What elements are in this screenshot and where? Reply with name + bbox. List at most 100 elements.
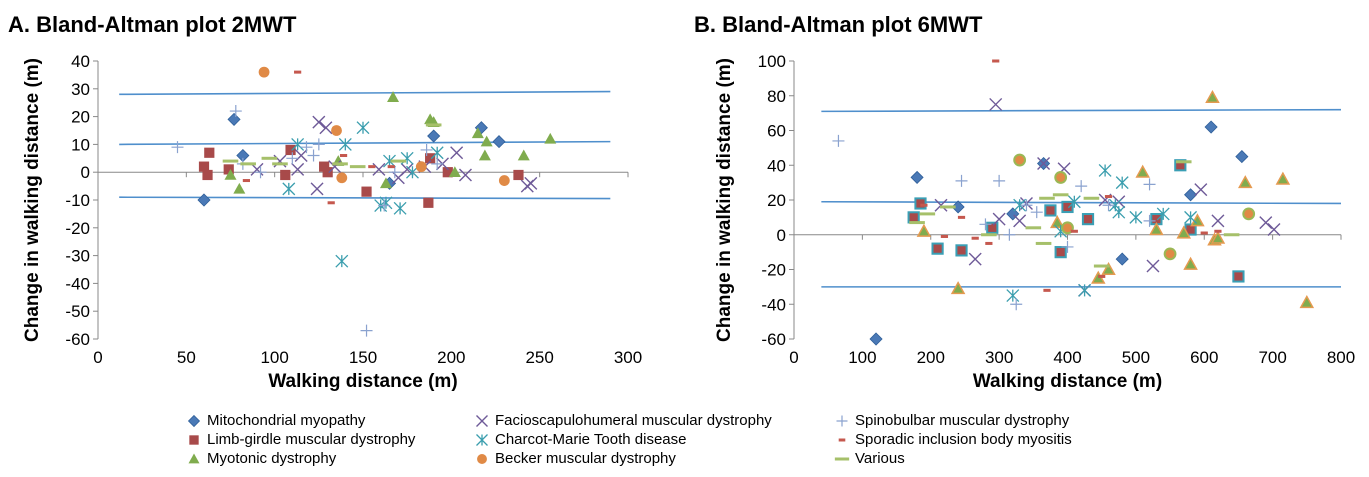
data-point <box>1238 175 1253 189</box>
triangle-icon <box>188 453 200 463</box>
data-point <box>240 162 256 166</box>
data-point <box>955 244 968 257</box>
data-point <box>920 203 928 207</box>
x-tick-label: 500 <box>1122 348 1150 367</box>
data-point <box>388 166 401 179</box>
data-point <box>379 177 392 189</box>
series-sporadic-inclusion-body-myositis <box>242 70 395 205</box>
data-point <box>1184 188 1198 202</box>
y-tick-label: 0 <box>81 163 90 182</box>
data-point <box>360 324 373 337</box>
data-point <box>1098 274 1106 278</box>
data-point <box>272 162 288 166</box>
data-point <box>383 154 396 168</box>
data-point <box>1093 264 1110 268</box>
data-point <box>1013 214 1027 228</box>
data-point <box>300 141 313 154</box>
data-point <box>940 234 949 238</box>
data-point <box>327 201 335 205</box>
data-point <box>471 127 484 139</box>
x-tick-label: 700 <box>1258 348 1286 367</box>
data-point <box>430 146 444 160</box>
legend-label: Limb-girdle muscular dystrophy <box>207 431 416 448</box>
legend-item: Becker muscular dystrophy <box>473 450 676 467</box>
data-point <box>1115 176 1129 190</box>
data-point <box>1163 247 1177 261</box>
data-point <box>368 165 376 169</box>
data-point <box>1184 210 1198 224</box>
data-point <box>1214 229 1222 233</box>
x-tick-label: 200 <box>437 348 465 367</box>
legend-item: Charcot-Marie Tooth disease <box>473 431 686 448</box>
data-point <box>378 199 391 212</box>
data-point <box>285 144 296 156</box>
x-tick-label: 0 <box>93 348 102 367</box>
y-axis-title: Change in walking distance (m) <box>22 58 43 342</box>
series-spinobulbar-muscular-dystrophy <box>832 134 1156 311</box>
data-point <box>1194 183 1208 197</box>
data-point <box>204 147 215 158</box>
data-point <box>971 236 979 240</box>
data-point <box>1025 226 1042 230</box>
data-point <box>1205 89 1220 104</box>
data-point <box>1149 221 1164 236</box>
data-point <box>1174 159 1187 172</box>
y-tick-label: -40 <box>65 274 90 293</box>
data-point <box>431 157 444 170</box>
data-point <box>1135 164 1150 178</box>
series-becker-muscular-dystrophy <box>1013 153 1256 261</box>
data-point <box>229 105 242 118</box>
data-point <box>544 132 557 144</box>
data-point <box>1102 199 1115 212</box>
data-point <box>934 198 948 212</box>
data-point <box>1112 205 1126 219</box>
data-point <box>222 159 239 163</box>
data-point <box>979 218 992 231</box>
legend-label: Facioscapulohumeral muscular dystrophy <box>495 412 772 429</box>
data-point <box>393 201 407 215</box>
data-point <box>916 223 932 237</box>
data-point <box>291 162 305 176</box>
data-point <box>1223 233 1240 237</box>
data-point <box>1275 171 1291 185</box>
series-charcot-marie-tooth-disease <box>1006 164 1198 303</box>
data-point <box>427 129 441 143</box>
data-point <box>242 179 250 183</box>
data-point <box>832 134 845 147</box>
data-point <box>1054 171 1068 184</box>
legend: Mitochondrial myopathy Limb-girdle muscul… <box>0 410 1369 477</box>
data-point <box>951 200 965 214</box>
legend-item: Myotonic dystrophy <box>185 450 336 467</box>
reference-line-upper-limit <box>119 90 611 96</box>
legend-label: Mitochondrial myopathy <box>207 412 366 429</box>
y-tick-label: -30 <box>65 247 90 266</box>
data-point <box>1035 241 1052 245</box>
data-point <box>224 168 237 180</box>
data-point <box>1006 289 1020 303</box>
legend-item: Mitochondrial myopathy <box>185 412 365 429</box>
legend-label: Becker muscular dystrophy <box>495 450 676 467</box>
data-point <box>258 66 270 78</box>
data-point <box>442 167 453 178</box>
legend-label: Spinobulbar muscular dystrophy <box>855 412 1070 429</box>
x-axis-title: Walking distance (m) <box>268 371 457 392</box>
data-point <box>968 252 982 266</box>
data-point <box>1010 298 1023 311</box>
series-myotonic-dystrophy <box>916 89 1315 309</box>
data-point <box>458 168 472 182</box>
data-point <box>1235 149 1249 164</box>
data-point <box>993 174 1006 187</box>
data-point <box>907 211 920 224</box>
data-point <box>940 205 956 209</box>
data-point <box>319 161 330 172</box>
data-point <box>986 221 999 234</box>
data-point <box>291 137 305 151</box>
series-spinobulbar-muscular-dystrophy <box>171 105 444 337</box>
data-point <box>425 123 442 127</box>
data-point <box>1078 283 1092 297</box>
y-tick-label: 30 <box>71 80 90 99</box>
diamond-icon <box>187 414 201 427</box>
data-point <box>390 159 407 163</box>
data-point <box>1104 195 1113 199</box>
data-point <box>286 152 299 165</box>
